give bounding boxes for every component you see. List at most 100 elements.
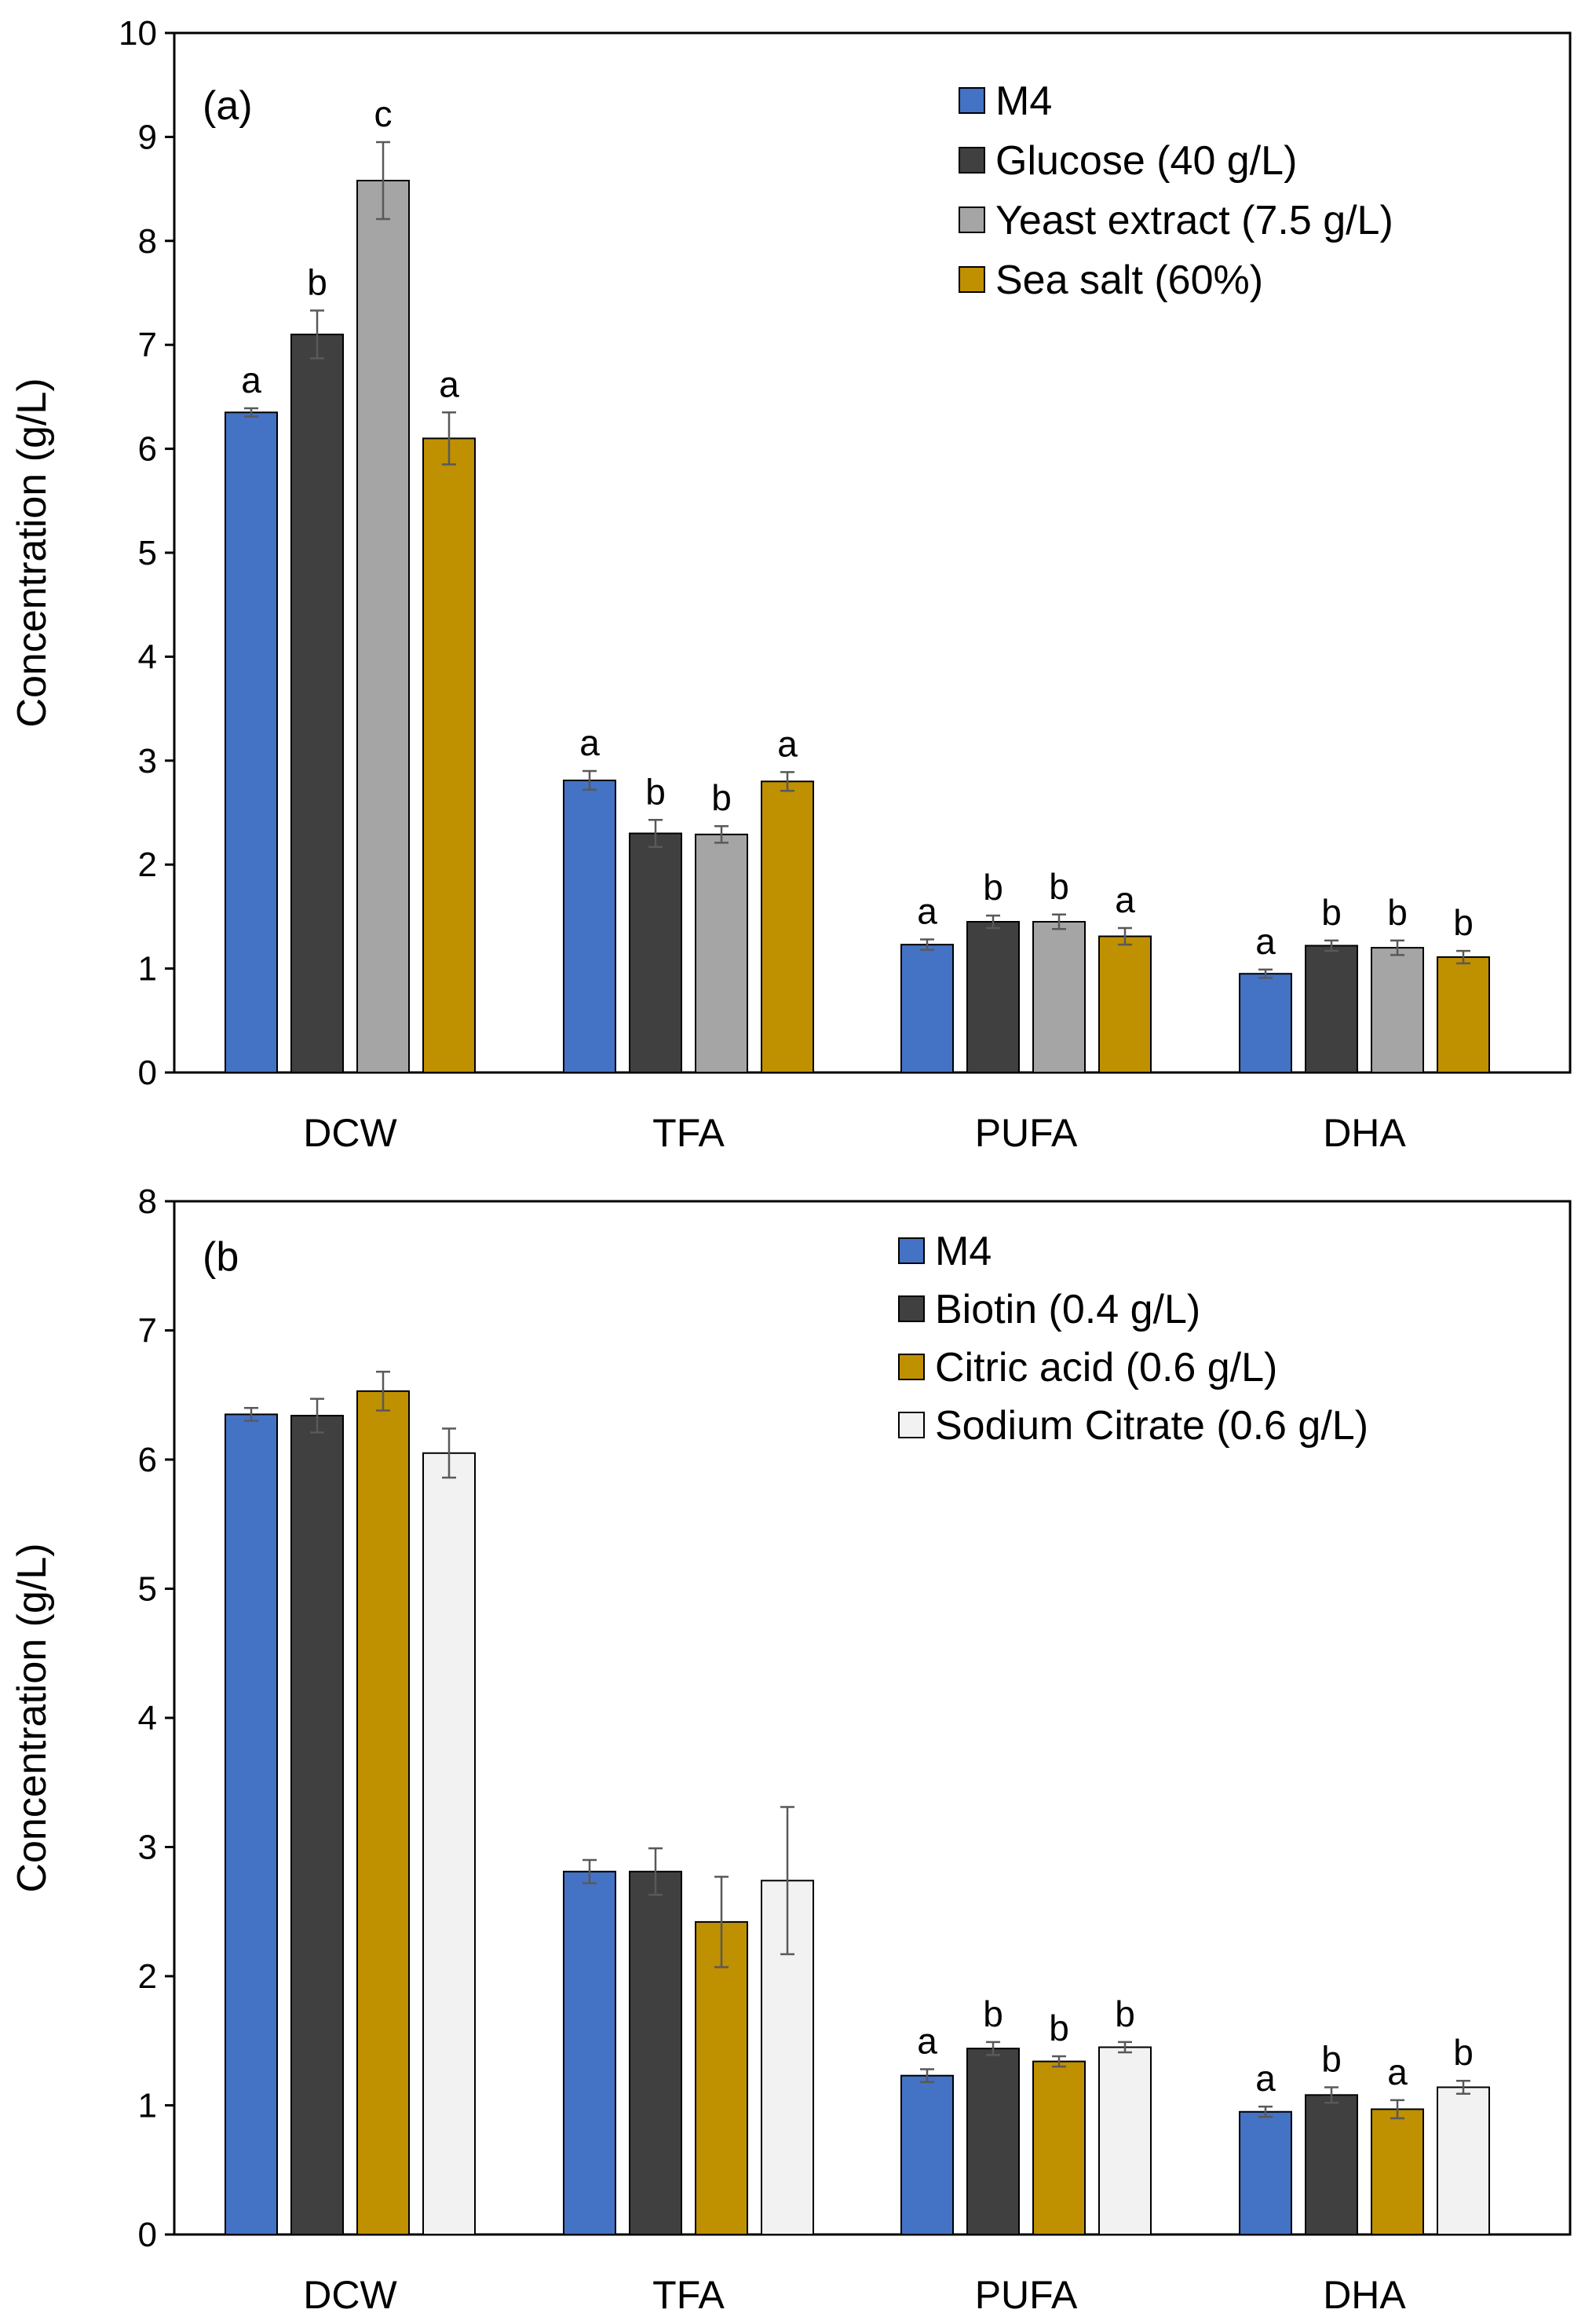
legend-label: Biotin (0.4 g/L)	[935, 1287, 1200, 1332]
bar	[1437, 2086, 1490, 2235]
y-axis-title: Concentration (g/L)	[9, 1543, 55, 1892]
y-axis-title: Concentration (g/L)	[9, 378, 55, 727]
y-tick-label: 6	[138, 1441, 157, 1479]
bar	[629, 832, 682, 1073]
bar	[1098, 2046, 1152, 2236]
significance-label: b	[1115, 1993, 1135, 2034]
legend: M4 Biotin (0.4 g/L) Citric acid (0.6 g/L) S…	[898, 1229, 1368, 1449]
significance-label: a	[917, 891, 937, 932]
legend-swatch	[959, 87, 985, 114]
bar	[900, 2074, 954, 2236]
significance-label: a	[917, 2020, 937, 2061]
category-label: TFA	[652, 2273, 725, 2317]
significance-label: a	[1255, 2058, 1276, 2099]
y-tick-label: 5	[138, 1570, 157, 1609]
y-tick-label: 0	[138, 2216, 157, 2254]
bar	[1437, 956, 1490, 1074]
bar	[1239, 2110, 1292, 2236]
significance-label: a	[1115, 879, 1135, 920]
bar	[629, 1870, 682, 2235]
significance-label: b	[1321, 892, 1342, 933]
bar	[1239, 973, 1292, 1073]
legend-swatch	[959, 206, 985, 233]
bar	[1032, 2060, 1086, 2236]
bar	[1305, 2094, 1358, 2236]
y-tick-label: 4	[138, 1699, 157, 1738]
significance-label: c	[374, 93, 393, 134]
bar	[290, 1415, 344, 2235]
y-tick-label: 5	[138, 534, 157, 572]
legend-label: M4	[995, 79, 1052, 124]
legend-label: Yeast extract (7.5 g/L)	[995, 198, 1393, 243]
y-tick-label: 8	[138, 1182, 157, 1221]
legend-swatch	[898, 1295, 925, 1322]
legend-label: Sodium Citrate (0.6 g/L)	[935, 1403, 1368, 1449]
bar	[422, 1452, 476, 2235]
bar	[1305, 945, 1358, 1074]
bar	[695, 833, 748, 1073]
significance-label: a	[241, 360, 261, 400]
bar	[1032, 921, 1086, 1074]
bar	[422, 437, 476, 1073]
category-label: TFA	[652, 1111, 725, 1155]
significance-label: b	[307, 262, 327, 303]
panel-label: (a)	[203, 83, 253, 129]
bar	[1371, 2108, 1424, 2236]
category-label: DCW	[303, 1111, 397, 1155]
significance-label: b	[983, 1993, 1003, 2034]
bar	[356, 180, 410, 1073]
bar	[563, 1870, 616, 2235]
y-tick-label: 3	[138, 1829, 157, 1867]
legend-swatch	[959, 147, 985, 174]
bar	[695, 1920, 748, 2235]
significance-label: b	[1453, 2032, 1474, 2073]
bar	[290, 333, 344, 1073]
panel-label: (b	[203, 1234, 239, 1280]
y-tick-label: 10	[119, 14, 157, 53]
legend-label: Citric acid (0.6 g/L)	[935, 1345, 1277, 1390]
legend: M4 Glucose (40 g/L) Yeast extract (7.5 g/L…	[959, 79, 1393, 303]
y-tick-label: 8	[138, 222, 157, 261]
category-label: PUFA	[975, 2273, 1078, 2317]
bar	[563, 779, 616, 1073]
category-label: DHA	[1323, 2273, 1406, 2317]
significance-label: b	[1049, 2008, 1069, 2048]
legend-swatch	[959, 266, 985, 293]
significance-label: b	[983, 867, 1003, 908]
significance-label: a	[1387, 2052, 1408, 2092]
significance-label: b	[1321, 2038, 1342, 2079]
significance-label: b	[711, 777, 732, 818]
significance-label: a	[579, 722, 600, 763]
significance-label: b	[645, 771, 666, 812]
bar	[1371, 947, 1424, 1073]
legend-label: M4	[935, 1229, 992, 1274]
significance-label: a	[777, 723, 798, 764]
significance-label: b	[1453, 902, 1474, 943]
y-tick-label: 6	[138, 430, 157, 469]
significance-label: b	[1049, 866, 1069, 907]
y-tick-label: 7	[138, 1312, 157, 1350]
y-tick-label: 7	[138, 326, 157, 364]
chart-panel-2: 0 1 2 3 4 5 6 7 8 Concentration (g/L) (b DCW TFA PUFA…	[9, 1182, 1572, 2317]
y-tick-label: 9	[138, 118, 157, 156]
y-tick-label: 1	[138, 2087, 157, 2125]
category-label: DHA	[1323, 1111, 1406, 1155]
significance-label: b	[1387, 892, 1408, 933]
bar	[761, 780, 814, 1074]
y-tick-label: 2	[138, 846, 157, 884]
legend-label: Glucose (40 g/L)	[995, 138, 1297, 184]
bar	[1098, 935, 1152, 1074]
significance-label: a	[439, 364, 459, 404]
bar	[966, 921, 1020, 1074]
y-tick-label: 0	[138, 1054, 157, 1092]
y-tick-label: 2	[138, 1957, 157, 1996]
y-tick-label: 3	[138, 742, 157, 780]
bar	[356, 1390, 410, 2235]
legend-swatch	[898, 1237, 925, 1264]
legend-swatch	[898, 1354, 925, 1380]
legend-label: Sea salt (60%)	[995, 258, 1263, 303]
bar	[225, 411, 278, 1073]
y-tick-label: 4	[138, 638, 157, 676]
bar	[900, 944, 954, 1073]
